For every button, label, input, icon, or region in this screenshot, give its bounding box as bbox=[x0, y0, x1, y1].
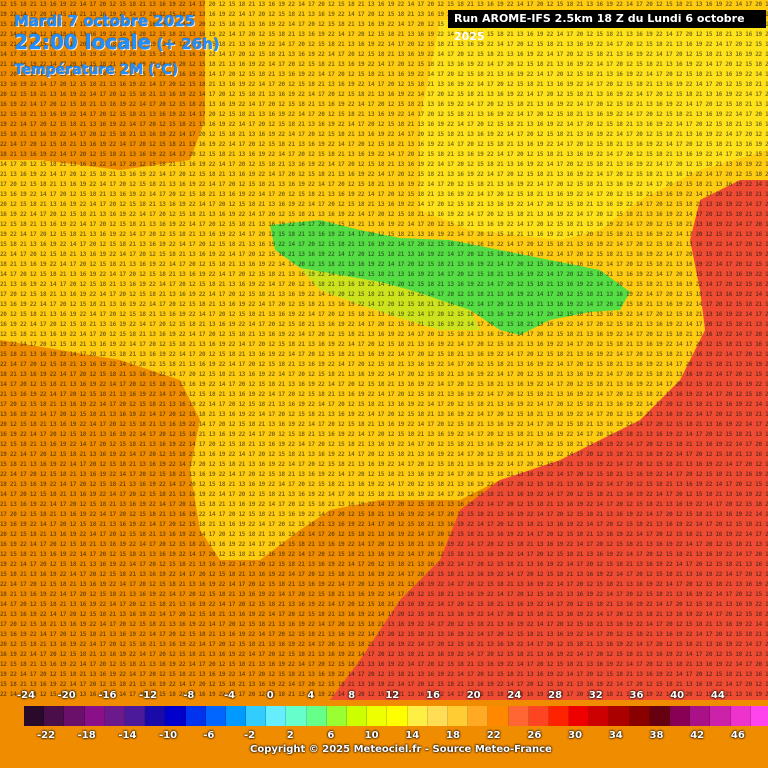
legend-tick-top: -12 bbox=[139, 690, 158, 701]
legend-tick-top: 8 bbox=[348, 690, 356, 701]
legend-tick-top: 24 bbox=[507, 690, 522, 701]
legend-swatch bbox=[84, 706, 105, 726]
legend-tick-bottom: 22 bbox=[486, 730, 501, 741]
legend-swatch bbox=[528, 706, 549, 726]
legend-swatch bbox=[286, 706, 307, 726]
legend-tick-top: 20 bbox=[466, 690, 481, 701]
legend-swatch bbox=[326, 706, 347, 726]
legend-tick-bottom: 46 bbox=[730, 730, 745, 741]
legend-swatch bbox=[246, 706, 267, 726]
forecast-offset: (+ 26h) bbox=[156, 35, 220, 53]
legend-swatch bbox=[468, 706, 489, 726]
legend-swatch bbox=[407, 706, 428, 726]
legend-swatch bbox=[569, 706, 590, 726]
legend-swatch bbox=[387, 706, 408, 726]
legend-swatch bbox=[64, 706, 85, 726]
legend-swatch bbox=[447, 706, 469, 726]
legend-swatch bbox=[548, 706, 570, 726]
legend-swatch bbox=[488, 706, 509, 726]
legend-swatch bbox=[629, 706, 650, 726]
legend-tick-bottom: 2 bbox=[286, 730, 294, 741]
legend-tick-bottom: 10 bbox=[364, 730, 379, 741]
legend-swatch bbox=[24, 706, 45, 726]
title-block: Mardi 7 octobre 2025 22:00 locale (+ 26h… bbox=[14, 12, 220, 78]
parameter-label: Température 2M (°C) bbox=[14, 62, 179, 78]
legend-swatch bbox=[205, 706, 226, 726]
legend-tick-top: -4 bbox=[223, 690, 236, 701]
legend-tick-top: 44 bbox=[710, 690, 725, 701]
legend-tick-bottom: -2 bbox=[243, 730, 256, 741]
legend-tick-bottom: 34 bbox=[608, 730, 623, 741]
legend-swatch bbox=[145, 706, 166, 726]
run-info-box: Run AROME-IFS 2.5km 18 Z du Lundi 6 octo… bbox=[448, 10, 766, 43]
legend-swatch bbox=[508, 706, 529, 726]
legend-tick-bottom: -10 bbox=[159, 730, 178, 741]
legend-swatch bbox=[104, 706, 125, 726]
pale-green-fringe bbox=[300, 268, 480, 330]
legend-tick-top: 32 bbox=[588, 690, 603, 701]
legend-tick-bottom: 26 bbox=[527, 730, 542, 741]
legend-tick-bottom: -6 bbox=[203, 730, 215, 741]
legend-tick-top: 0 bbox=[266, 690, 274, 701]
legend-swatch bbox=[750, 706, 768, 726]
legend-tick-bottom: 6 bbox=[327, 730, 335, 741]
color-legend bbox=[0, 690, 768, 768]
legend-swatch bbox=[124, 706, 146, 726]
legend-swatch bbox=[690, 706, 711, 726]
legend-tick-top: 12 bbox=[385, 690, 400, 701]
legend-tick-top: 28 bbox=[548, 690, 563, 701]
legend-swatch bbox=[367, 706, 388, 726]
legend-swatch bbox=[730, 706, 751, 726]
legend-swatch bbox=[266, 706, 287, 726]
copyright-text: Copyright © 2025 Meteociel.fr - Source M… bbox=[250, 744, 552, 755]
legend-swatch bbox=[225, 706, 247, 726]
legend-tick-top: -8 bbox=[183, 690, 195, 701]
legend-tick-top: 36 bbox=[629, 690, 644, 701]
legend-tick-bottom: 18 bbox=[446, 730, 460, 741]
legend-swatch bbox=[710, 706, 731, 726]
legend-swatch bbox=[44, 706, 65, 726]
legend-swatch bbox=[589, 706, 610, 726]
legend-swatch bbox=[185, 706, 206, 726]
legend-swatch bbox=[347, 706, 368, 726]
legend-tick-top: 16 bbox=[426, 690, 440, 701]
legend-swatch bbox=[670, 706, 691, 726]
legend-swatch bbox=[306, 706, 327, 726]
cool-mountain-area bbox=[270, 220, 630, 335]
legend-tick-bottom: 30 bbox=[568, 730, 583, 741]
legend-tick-bottom: -22 bbox=[36, 730, 56, 741]
light-land-area bbox=[420, 20, 768, 240]
forecast-date: Mardi 7 octobre 2025 bbox=[14, 12, 196, 30]
legend-tick-top: 4 bbox=[307, 690, 315, 701]
legend-tick-bottom: -14 bbox=[118, 730, 137, 741]
legend-tick-top: -24 bbox=[16, 690, 36, 701]
warm-sea-area bbox=[330, 180, 768, 700]
legend-swatch bbox=[427, 706, 448, 726]
legend-swatch bbox=[649, 706, 670, 726]
forecast-time-line: 22:00 locale (+ 26h) bbox=[14, 30, 220, 54]
legend-tick-bottom: 42 bbox=[690, 730, 705, 741]
legend-tick-top: -16 bbox=[98, 690, 117, 701]
legend-tick-bottom: -18 bbox=[77, 730, 96, 741]
legend-swatch bbox=[165, 706, 186, 726]
legend-tick-bottom: 38 bbox=[649, 730, 664, 741]
legend-color-bar bbox=[24, 706, 768, 726]
legend-tick-top: 40 bbox=[670, 690, 685, 701]
value-grid: 12 15 18 21 13 16 19 22 14 17 20 12 15 1… bbox=[0, 1, 768, 698]
forecast-time: 22:00 locale bbox=[14, 30, 151, 54]
legend-tick-bottom: 14 bbox=[405, 730, 420, 741]
legend-swatch bbox=[609, 706, 630, 726]
legend-tick-top: -20 bbox=[57, 690, 76, 701]
